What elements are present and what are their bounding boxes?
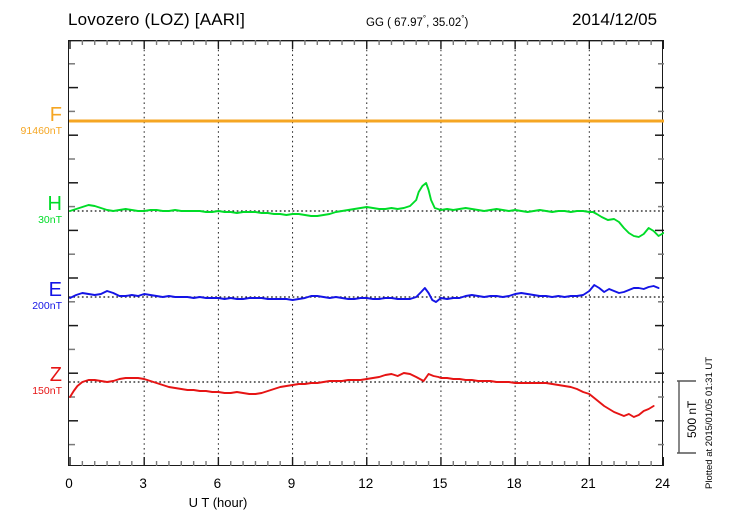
component-baseline-z: 150nT <box>32 385 62 397</box>
scale-bar-label: 500 nT <box>685 400 699 438</box>
x-axis-title-text: U T (hour) <box>188 495 248 510</box>
magnetogram-svg <box>69 40 664 466</box>
component-label-z: Z 150nT <box>6 365 62 397</box>
degree-symbol-lat: ° <box>422 14 427 23</box>
magnetogram-plot-area <box>68 40 664 466</box>
component-symbol-f: F <box>49 104 62 126</box>
x-axis-title: U T (hour) <box>0 495 730 510</box>
coords-prefix: GG ( 67.97 <box>366 16 423 29</box>
component-baseline-f: 91460nT <box>20 125 62 137</box>
component-symbol-z: Z <box>49 364 62 386</box>
x-tick-label: 0 <box>65 476 73 491</box>
x-tick-label: 18 <box>506 476 522 491</box>
x-tick-label: 6 <box>213 476 222 491</box>
observation-date: 2014/12/05 <box>572 10 658 29</box>
component-label-e: E 200nT <box>6 280 62 312</box>
component-label-h: H 30nT <box>6 194 62 226</box>
x-tick-label: 24 <box>654 476 671 491</box>
component-baseline-e: 200nT <box>32 300 62 312</box>
coords-mid: , 35.02 <box>426 16 462 29</box>
component-symbol-h: H <box>47 193 62 215</box>
degree-symbol-lon: ° <box>461 14 465 23</box>
component-symbol-e: E <box>48 279 62 301</box>
x-tick-label: 12 <box>358 476 374 491</box>
x-tick-label: 21 <box>580 476 596 491</box>
geographic-coordinates: GG ( 67.97°, 35.02°) <box>366 14 468 29</box>
plotted-timestamp: Plotted at 2015/01/05 01:31 UT <box>704 356 715 490</box>
component-baseline-h: 30nT <box>38 214 62 226</box>
coords-suffix: ) <box>464 16 469 29</box>
x-tick-label: 3 <box>139 476 147 491</box>
component-label-f: F 91460nT <box>6 105 62 137</box>
x-tick-label: 15 <box>432 476 448 491</box>
scale-bar <box>677 380 696 454</box>
page-title: Lovozero (LOZ) [AARI] <box>68 10 246 29</box>
x-tick-label: 9 <box>287 476 296 491</box>
